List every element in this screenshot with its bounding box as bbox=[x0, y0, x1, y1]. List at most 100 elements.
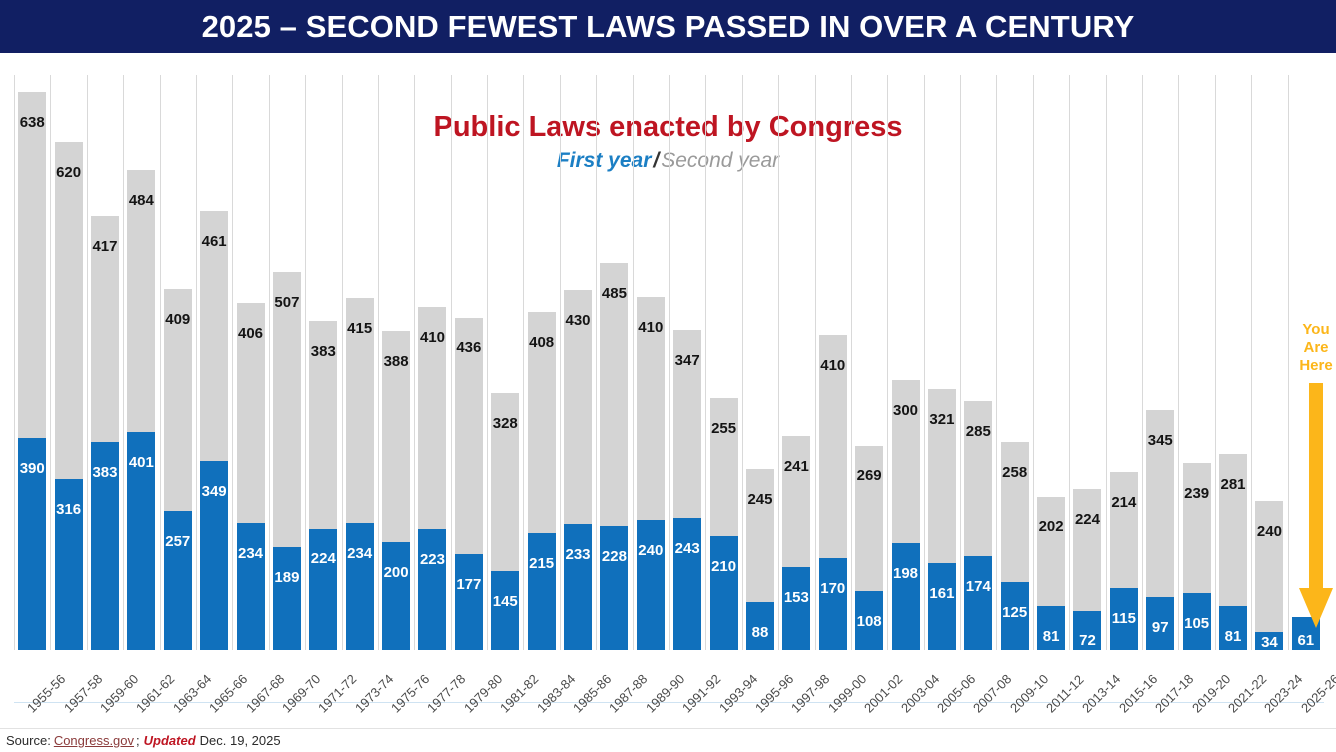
bar-segment-second-year[interactable] bbox=[1001, 442, 1029, 583]
bar-segment-second-year[interactable] bbox=[964, 401, 992, 556]
bar-column[interactable] bbox=[528, 312, 556, 650]
bar-column[interactable] bbox=[1146, 410, 1174, 650]
bar-segment-second-year[interactable] bbox=[855, 445, 883, 592]
bar-column[interactable] bbox=[200, 210, 228, 650]
bar-segment-first-year[interactable] bbox=[819, 557, 847, 650]
bar-segment-second-year[interactable] bbox=[237, 302, 265, 524]
bar-segment-first-year[interactable] bbox=[1219, 606, 1247, 650]
bar-column[interactable] bbox=[309, 320, 337, 650]
bar-segment-first-year[interactable] bbox=[1073, 610, 1101, 650]
bar-segment-second-year[interactable] bbox=[892, 379, 920, 543]
bar-segment-second-year[interactable] bbox=[418, 306, 446, 530]
bar-column[interactable] bbox=[1073, 489, 1101, 650]
bar-segment-second-year[interactable] bbox=[1255, 501, 1283, 632]
bar-segment-first-year[interactable] bbox=[528, 533, 556, 650]
bar-segment-second-year[interactable] bbox=[1110, 471, 1138, 588]
congress-gov-link[interactable]: Congress.gov bbox=[53, 733, 135, 748]
bar-segment-second-year[interactable] bbox=[18, 92, 46, 439]
bar-segment-first-year[interactable] bbox=[855, 591, 883, 650]
bar-column[interactable] bbox=[1110, 471, 1138, 650]
bar-column[interactable] bbox=[1183, 463, 1211, 650]
bar-column[interactable] bbox=[1001, 442, 1029, 650]
bar-segment-first-year[interactable] bbox=[200, 460, 228, 650]
bar-segment-first-year[interactable] bbox=[1183, 593, 1211, 650]
bar-segment-first-year[interactable] bbox=[55, 478, 83, 650]
bar-segment-second-year[interactable] bbox=[1183, 463, 1211, 594]
bar-column[interactable] bbox=[1219, 453, 1247, 650]
bar-segment-second-year[interactable] bbox=[491, 393, 519, 572]
bar-column[interactable] bbox=[418, 306, 446, 650]
bar-segment-first-year[interactable] bbox=[637, 519, 665, 650]
bar-column[interactable] bbox=[1255, 501, 1283, 650]
bar-column[interactable] bbox=[746, 469, 774, 650]
bar-column[interactable] bbox=[273, 272, 301, 650]
bar-segment-second-year[interactable] bbox=[55, 142, 83, 479]
bar-column[interactable] bbox=[637, 297, 665, 650]
bar-segment-second-year[interactable] bbox=[710, 397, 738, 537]
bar-segment-first-year[interactable] bbox=[964, 555, 992, 650]
bar-segment-second-year[interactable] bbox=[928, 388, 956, 563]
bar-segment-second-year[interactable] bbox=[91, 216, 119, 443]
bar-segment-first-year[interactable] bbox=[455, 554, 483, 650]
bar-column[interactable] bbox=[855, 445, 883, 650]
bar-segment-second-year[interactable] bbox=[1219, 453, 1247, 607]
bar-segment-second-year[interactable] bbox=[382, 331, 410, 542]
bar-segment-first-year[interactable] bbox=[600, 526, 628, 650]
bar-segment-second-year[interactable] bbox=[782, 436, 810, 568]
bar-segment-first-year[interactable] bbox=[892, 542, 920, 650]
bar-segment-first-year[interactable] bbox=[164, 510, 192, 650]
bar-segment-first-year[interactable] bbox=[710, 536, 738, 650]
bar-segment-second-year[interactable] bbox=[273, 272, 301, 548]
bar-segment-second-year[interactable] bbox=[309, 320, 337, 529]
bar-column[interactable] bbox=[564, 290, 592, 650]
bar-column[interactable] bbox=[164, 288, 192, 650]
bar-segment-second-year[interactable] bbox=[600, 263, 628, 527]
bar-segment-first-year[interactable] bbox=[564, 523, 592, 650]
bar-column[interactable] bbox=[782, 436, 810, 650]
bar-segment-first-year[interactable] bbox=[418, 529, 446, 650]
bar-segment-second-year[interactable] bbox=[1146, 410, 1174, 598]
bar-segment-first-year[interactable] bbox=[782, 567, 810, 650]
bar-segment-first-year[interactable] bbox=[91, 442, 119, 650]
bar-segment-first-year[interactable] bbox=[746, 602, 774, 650]
bar-segment-first-year[interactable] bbox=[928, 562, 956, 650]
bar-column[interactable] bbox=[710, 397, 738, 650]
bar-segment-first-year[interactable] bbox=[1037, 606, 1065, 650]
bar-segment-second-year[interactable] bbox=[673, 329, 701, 519]
bar-segment-second-year[interactable] bbox=[564, 290, 592, 524]
bar-segment-first-year[interactable] bbox=[18, 438, 46, 650]
bar-segment-first-year[interactable] bbox=[1255, 631, 1283, 650]
bar-segment-second-year[interactable] bbox=[127, 169, 155, 433]
bar-segment-first-year[interactable] bbox=[673, 518, 701, 650]
bar-segment-second-year[interactable] bbox=[637, 297, 665, 520]
bar-column[interactable] bbox=[673, 329, 701, 650]
bar-segment-second-year[interactable] bbox=[455, 317, 483, 554]
bar-column[interactable] bbox=[819, 335, 847, 650]
bar-segment-second-year[interactable] bbox=[1037, 496, 1065, 607]
bar-segment-second-year[interactable] bbox=[200, 210, 228, 461]
bar-column[interactable] bbox=[18, 92, 46, 650]
bar-segment-second-year[interactable] bbox=[346, 297, 374, 524]
bar-segment-first-year[interactable] bbox=[491, 571, 519, 650]
bar-segment-first-year[interactable] bbox=[346, 523, 374, 650]
bar-segment-first-year[interactable] bbox=[273, 547, 301, 650]
bar-segment-first-year[interactable] bbox=[309, 528, 337, 650]
bar-column[interactable] bbox=[964, 401, 992, 650]
bar-segment-first-year[interactable] bbox=[237, 523, 265, 650]
bar-segment-first-year[interactable] bbox=[127, 432, 155, 650]
bar-column[interactable] bbox=[600, 263, 628, 650]
bar-column[interactable] bbox=[346, 297, 374, 650]
bar-column[interactable] bbox=[1037, 496, 1065, 650]
bar-segment-second-year[interactable] bbox=[164, 288, 192, 511]
bar-segment-second-year[interactable] bbox=[1073, 489, 1101, 611]
bar-segment-first-year[interactable] bbox=[1110, 587, 1138, 650]
bar-segment-first-year[interactable] bbox=[382, 541, 410, 650]
bar-segment-second-year[interactable] bbox=[746, 469, 774, 603]
bar-column[interactable] bbox=[892, 379, 920, 650]
bar-column[interactable] bbox=[491, 393, 519, 650]
bar-segment-second-year[interactable] bbox=[528, 312, 556, 534]
bar-segment-first-year[interactable] bbox=[1001, 582, 1029, 650]
bar-column[interactable] bbox=[237, 302, 265, 650]
bar-segment-second-year[interactable] bbox=[819, 335, 847, 558]
bar-column[interactable] bbox=[928, 388, 956, 650]
